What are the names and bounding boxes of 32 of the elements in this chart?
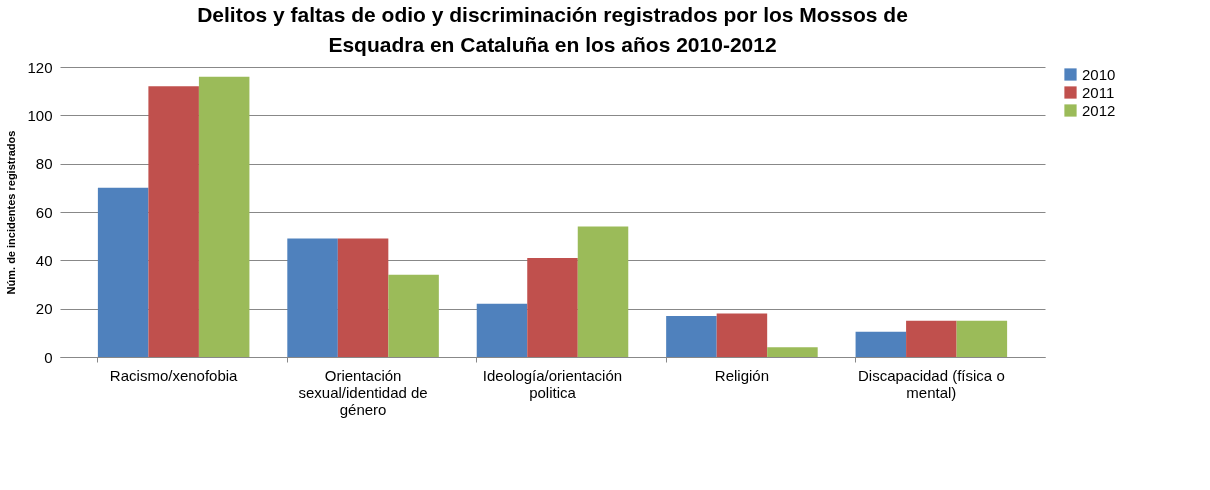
x-tick-label: Racismo/xenofobia xyxy=(109,366,239,384)
chart-title: Delitos y faltas de odio y discriminación registrados por los Mossos de Esquadra en Cataluña en los años 2010-2012 xyxy=(197,3,908,56)
y-tick-label: 100 xyxy=(27,106,53,124)
y-axis-title: Núm. de incidentes registrados xyxy=(5,130,18,295)
bar xyxy=(855,331,907,357)
x-tick-label: Discapacidad (física o mental) xyxy=(857,366,1005,401)
y-tick-label: 20 xyxy=(35,300,53,318)
x-tick-label: Ideología/orientación politica xyxy=(482,366,623,401)
bar xyxy=(577,226,629,357)
legend-label: 2010 xyxy=(1082,65,1116,83)
legend-label: 2012 xyxy=(1082,101,1116,119)
bar xyxy=(906,320,957,357)
bar xyxy=(527,257,578,357)
bar xyxy=(198,76,250,357)
y-tick-label: 60 xyxy=(35,203,53,221)
bar xyxy=(666,315,717,357)
bar xyxy=(337,238,389,357)
x-tick-label: Religión xyxy=(714,366,770,384)
bar xyxy=(97,187,149,357)
bar xyxy=(388,274,439,357)
bar xyxy=(148,86,199,357)
bar xyxy=(287,238,338,357)
y-tick-label: 40 xyxy=(35,251,53,269)
y-tick-label: 80 xyxy=(35,155,53,173)
bar xyxy=(956,320,1008,357)
bar xyxy=(716,313,768,357)
bar xyxy=(767,347,818,357)
legend-label: 2011 xyxy=(1082,83,1115,101)
y-tick-label: 120 xyxy=(27,58,53,76)
y-tick-label: 0 xyxy=(44,348,53,366)
x-tick-label: Orientación sexual/identidad de género xyxy=(298,366,428,418)
bar xyxy=(476,303,528,357)
